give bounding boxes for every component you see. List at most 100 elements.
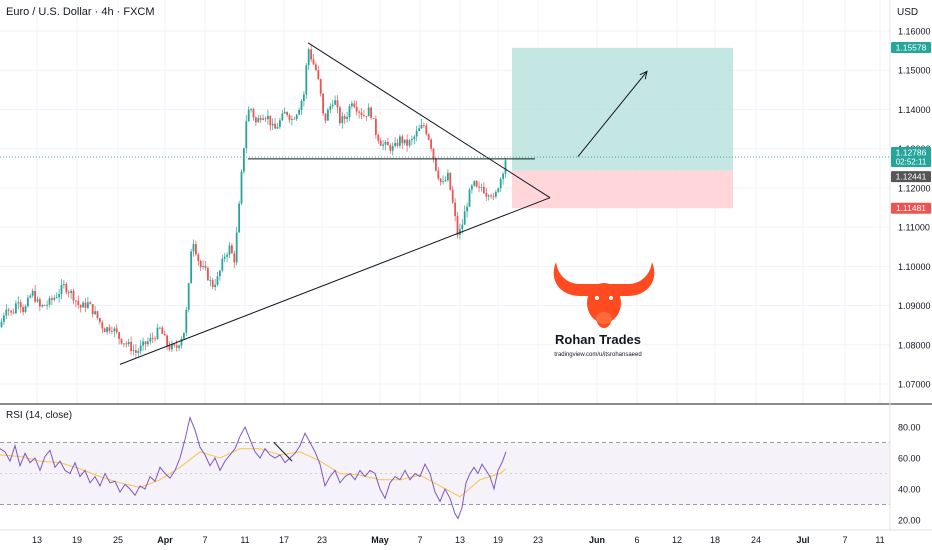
- price-tag: [891, 42, 931, 54]
- candle-body: [108, 327, 111, 332]
- candle-body: [183, 332, 185, 339]
- brand-url: tradingview.com/u/itsrohansaeed: [554, 352, 641, 358]
- candle-body: [411, 139, 413, 141]
- candle-body: [178, 345, 180, 348]
- candle-body: [336, 100, 339, 108]
- candle-body: [360, 112, 363, 116]
- bull-snout: [596, 312, 612, 324]
- candle-body: [459, 229, 461, 235]
- candle-body: [401, 136, 404, 144]
- candle-body: [51, 298, 53, 300]
- price-tag: [891, 202, 931, 214]
- candle-body: [502, 173, 504, 179]
- candle-body: [245, 121, 248, 149]
- candle-body: [358, 111, 360, 113]
- candle-body: [235, 232, 238, 263]
- candle-body: [355, 106, 358, 112]
- candle-body: [118, 332, 120, 339]
- candle-body: [427, 134, 430, 140]
- candle-body: [15, 303, 17, 314]
- price-tick-label: 1.11000: [898, 223, 930, 233]
- candle-body: [115, 328, 118, 333]
- time-tick-label: Apr: [157, 535, 173, 545]
- time-tick-label: 7: [202, 535, 207, 545]
- candle-body: [216, 276, 219, 285]
- candle-body: [156, 327, 159, 339]
- time-tick-label: 11: [240, 535, 249, 545]
- candle-body: [468, 189, 471, 207]
- candle-body: [154, 338, 156, 340]
- candle-body: [327, 109, 329, 121]
- candle-body: [147, 341, 149, 345]
- rsi-tick-label: 80.00: [898, 423, 921, 433]
- candle-body: [466, 206, 468, 212]
- candle-body: [492, 196, 495, 198]
- time-tick-label: Jun: [589, 535, 605, 545]
- candle-body: [363, 115, 365, 117]
- candle-body: [22, 307, 24, 313]
- candle-body: [487, 195, 490, 197]
- candle-body: [209, 280, 212, 281]
- candle-body: [91, 304, 94, 315]
- candle-body: [36, 299, 39, 302]
- candle-body: [399, 136, 401, 146]
- price-tick-label: 1.09000: [898, 301, 931, 311]
- candle-body: [480, 186, 483, 188]
- candle-body: [295, 114, 298, 120]
- candle-body: [439, 178, 442, 183]
- candle-body: [60, 284, 63, 294]
- candle-body: [17, 302, 20, 304]
- candle-body: [339, 107, 341, 124]
- candle-body: [142, 341, 144, 346]
- candle-body: [353, 103, 356, 107]
- candle-body: [435, 158, 437, 171]
- candle-body: [274, 123, 276, 129]
- price-tick-label: 1.14000: [898, 105, 931, 115]
- candle-body: [34, 290, 36, 302]
- symbol-title[interactable]: Euro / U.S. Dollar · 4h · FXCM: [6, 6, 155, 18]
- candle-body: [499, 178, 502, 189]
- candle-body: [135, 350, 137, 353]
- time-tick-label: Jul: [796, 535, 809, 545]
- candle-body: [149, 337, 152, 342]
- brand-name: Rohan Trades: [555, 332, 641, 347]
- candle-body: [269, 115, 272, 126]
- candle-body: [334, 100, 336, 105]
- candle-body: [312, 59, 315, 65]
- candle-body: [463, 211, 466, 225]
- candle-body: [449, 172, 452, 190]
- candle-body: [41, 305, 44, 307]
- candle-body: [166, 335, 168, 346]
- candle-body: [451, 189, 454, 203]
- rsi-title[interactable]: RSI (14, close): [6, 410, 73, 421]
- candle-body: [228, 245, 231, 255]
- candle-body: [226, 254, 228, 257]
- upper-trendline: [307, 42, 551, 199]
- candle-body: [247, 109, 250, 122]
- candle-body: [24, 306, 27, 313]
- candle-body: [127, 341, 130, 345]
- candle-body: [99, 317, 101, 323]
- price-grid: [0, 0, 890, 404]
- candle-body: [0, 321, 3, 328]
- candle-body: [55, 297, 58, 298]
- candle-body: [430, 139, 432, 149]
- candle-body: [406, 139, 408, 146]
- time-tick-label: 19: [72, 535, 82, 545]
- price-tag-value: 1.15578: [896, 43, 927, 53]
- rsi-tick-label: 40.00: [898, 485, 921, 495]
- candle-body: [317, 70, 320, 80]
- candle-body: [223, 256, 226, 259]
- candle-body: [96, 311, 99, 318]
- time-tick-label: 7: [842, 535, 847, 545]
- candle-body: [29, 295, 32, 298]
- candle-body: [101, 322, 104, 329]
- candle-body: [31, 290, 34, 296]
- candle-body: [163, 333, 166, 336]
- candle-body: [197, 254, 200, 262]
- currency-label[interactable]: USD: [897, 7, 919, 18]
- price-tag-value: 1.11481: [896, 203, 926, 213]
- candle-body: [267, 115, 269, 120]
